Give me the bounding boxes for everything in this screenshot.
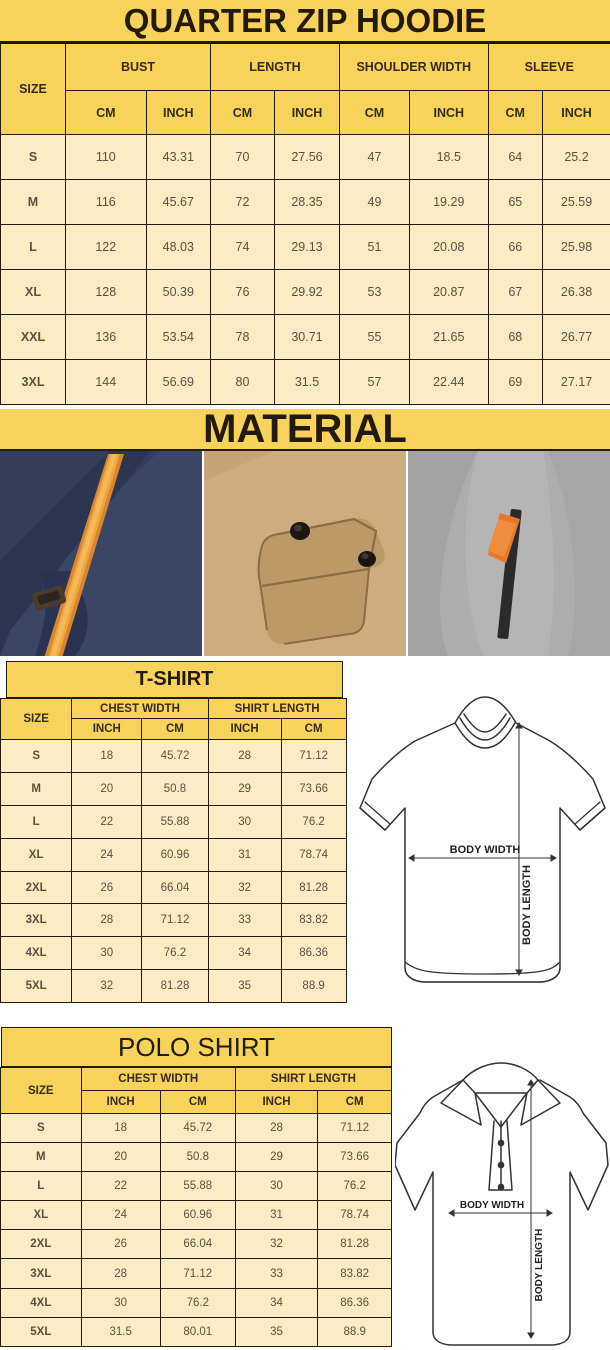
svg-text:BODY LENGTH: BODY LENGTH [521, 865, 533, 945]
svg-text:BODY WIDTH: BODY WIDTH [450, 844, 521, 856]
svg-text:BODY WIDTH: BODY WIDTH [460, 1200, 524, 1211]
svg-text:BODY LENGTH: BODY LENGTH [534, 1229, 545, 1302]
